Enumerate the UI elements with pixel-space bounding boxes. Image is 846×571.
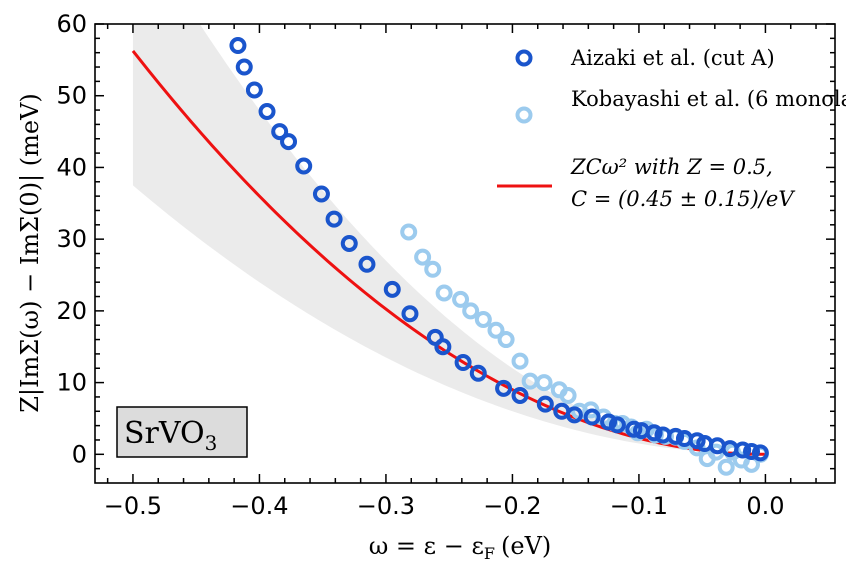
aizaki-point: [295, 157, 313, 175]
y-tick-label: 20: [56, 297, 87, 325]
aizaki-point: [583, 408, 601, 426]
kobayashi-point: [717, 458, 735, 476]
y-tick-label: 10: [56, 369, 87, 397]
legend-label-fit-line1: ZCω² with Z = 0.5,: [570, 155, 773, 179]
material-annotation: SrVO3: [116, 406, 248, 458]
aizaki-point: [495, 379, 513, 397]
aizaki-point: [358, 255, 376, 273]
legend-label-aizaki: Aizaki et al. (cut A): [570, 46, 775, 70]
x-axis-label-sub: F: [484, 544, 495, 563]
aizaki-point: [667, 427, 685, 445]
aizaki-point: [229, 37, 247, 55]
aizaki-point: [625, 420, 643, 438]
y-tick-label: 60: [56, 10, 87, 38]
aizaki-point: [645, 424, 663, 442]
legend-label-kobayashi: Kobayashi et al. (6 monolayers): [571, 87, 846, 111]
x-axis-label-main: ω = ε − ε: [369, 532, 484, 560]
annotation-box: [116, 406, 248, 458]
x-tick-label: −0.2: [483, 492, 541, 520]
aizaki-point: [401, 305, 419, 323]
aizaki-point: [454, 354, 472, 372]
kobayashi-point: [424, 260, 442, 278]
aizaki-point: [536, 395, 554, 413]
aizaki-point: [271, 123, 289, 141]
y-tick-label: 30: [56, 225, 87, 253]
axis-tick-labels: −0.5 −0.4 −0.3 −0.2 −0.1 0.0 0 10 20 30 40 50 60: [56, 10, 784, 520]
kobayashi-point: [511, 352, 529, 370]
aizaki-point: [600, 413, 618, 431]
x-tick-label: 0.0: [746, 492, 784, 520]
aizaki-point: [511, 387, 529, 404]
y-tick-label: 40: [56, 153, 87, 181]
aizaki-point: [434, 338, 452, 356]
x-tick-label: −0.3: [357, 492, 415, 520]
aizaki-point: [258, 103, 276, 120]
aizaki-point: [751, 444, 769, 462]
legend-label-fit-line2: C = (0.45 ± 0.15)/eV: [571, 187, 795, 211]
kobayashi-point: [497, 331, 515, 349]
y-tick-label: 50: [56, 82, 87, 110]
kobayashi-point: [452, 290, 470, 308]
legend-label-kobayashi-text: Kobayashi et al. (6 monolayers): [571, 87, 846, 111]
x-tick-label: −0.1: [610, 492, 668, 520]
fit-curve: [131, 49, 766, 456]
kobayashi-point: [559, 387, 577, 404]
x-axis-label: ω = ε − εF (eV): [369, 532, 552, 563]
x-tick-label: −0.4: [230, 492, 288, 520]
aizaki-point: [734, 441, 752, 459]
x-axis-label-unit: (eV): [501, 532, 551, 560]
kobayashi-point: [582, 401, 600, 419]
legend-marker-aizaki: [515, 49, 533, 67]
kobayashi-point: [400, 223, 418, 241]
annotation-main: SrVO: [124, 416, 205, 451]
kobayashi-point: [487, 321, 505, 339]
kobayashi-point: [414, 248, 432, 266]
legend: Aizaki et al. (cut A) Kobayashi et al. (…: [497, 46, 846, 211]
x-tick-label: −0.5: [104, 492, 162, 520]
aizaki-point: [325, 210, 343, 228]
kobayashi-point: [474, 310, 492, 328]
aizaki-point: [340, 234, 358, 252]
axis-ticks: [95, 23, 835, 483]
kobayashi-point: [435, 284, 453, 302]
annotation-sub: 3: [205, 431, 218, 455]
aizaki-point: [280, 133, 298, 151]
aizaki-point: [608, 416, 626, 434]
aizaki-point: [743, 442, 761, 460]
y-axis-label: Z|ImΣ(ω) − ImΣ(0)| (meV): [16, 93, 45, 413]
legend-marker-kobayashi: [515, 106, 533, 124]
kobayashi-point: [462, 302, 480, 320]
aizaki-point: [312, 185, 330, 203]
aizaki-point: [469, 364, 487, 382]
aizaki-point: [383, 280, 401, 298]
kobayashi-point: [535, 374, 553, 392]
aizaki-point: [245, 81, 263, 99]
uncertainty-band: [132, 24, 766, 455]
data-markers: [229, 37, 769, 476]
y-tick-label: 0: [72, 440, 87, 468]
aizaki-point: [235, 58, 253, 76]
annotation-text: SrVO3: [124, 416, 217, 455]
aizaki-point: [565, 406, 583, 424]
